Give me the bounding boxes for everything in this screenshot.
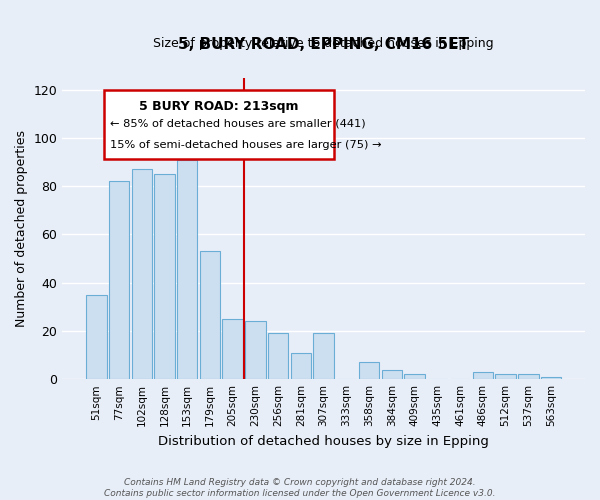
Bar: [518, 374, 539, 379]
X-axis label: Distribution of detached houses by size in Epping: Distribution of detached houses by size …: [158, 434, 489, 448]
Bar: [86, 295, 107, 379]
Y-axis label: Number of detached properties: Number of detached properties: [15, 130, 28, 327]
Text: ← 85% of detached houses are smaller (441): ← 85% of detached houses are smaller (44…: [110, 118, 366, 128]
Title: Size of property relative to detached houses in Epping: Size of property relative to detached ho…: [154, 37, 494, 50]
Bar: [177, 160, 197, 379]
Bar: [404, 374, 425, 379]
Bar: [245, 322, 266, 379]
Text: 5, BURY ROAD, EPPING, CM16 5ET: 5, BURY ROAD, EPPING, CM16 5ET: [178, 37, 469, 52]
Bar: [223, 319, 243, 379]
Bar: [131, 170, 152, 379]
Bar: [109, 182, 129, 379]
Bar: [541, 377, 561, 379]
Text: 15% of semi-detached houses are larger (75) →: 15% of semi-detached houses are larger (…: [110, 140, 382, 149]
FancyBboxPatch shape: [104, 90, 334, 159]
Bar: [154, 174, 175, 379]
Bar: [268, 334, 289, 379]
Bar: [382, 370, 402, 379]
Bar: [313, 334, 334, 379]
Bar: [473, 372, 493, 379]
Bar: [359, 362, 379, 379]
Bar: [496, 374, 516, 379]
Bar: [200, 252, 220, 379]
Text: 5 BURY ROAD: 213sqm: 5 BURY ROAD: 213sqm: [139, 100, 299, 114]
Text: Contains HM Land Registry data © Crown copyright and database right 2024.
Contai: Contains HM Land Registry data © Crown c…: [104, 478, 496, 498]
Bar: [290, 352, 311, 379]
